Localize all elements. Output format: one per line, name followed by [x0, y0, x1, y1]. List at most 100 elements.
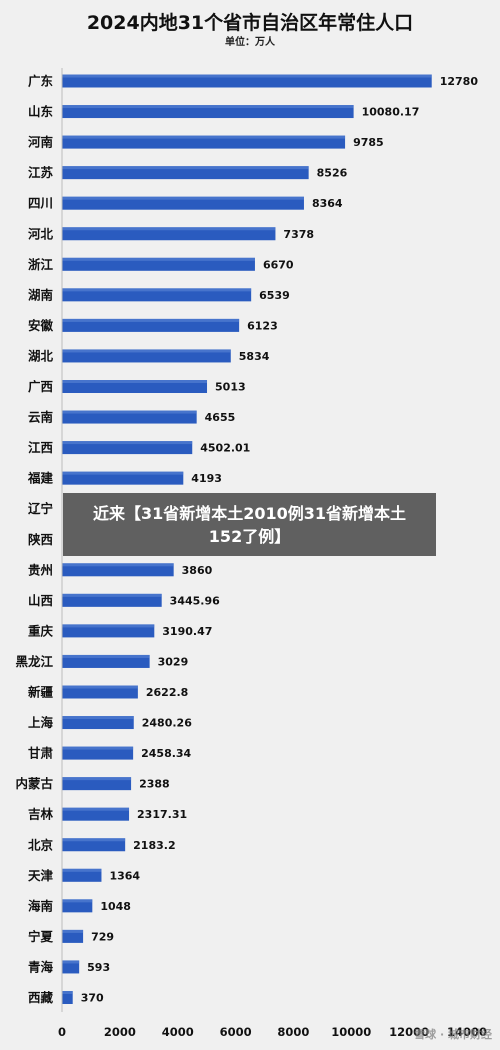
category-label: 山西: [28, 593, 53, 608]
bar: [62, 685, 138, 699]
category-label: 云南: [28, 410, 54, 425]
value-label: 8364: [312, 197, 343, 210]
value-label: 3860: [182, 564, 213, 577]
chart-subtitle: 单位：万人: [225, 35, 276, 48]
x-tick-label: 10000: [331, 1025, 371, 1039]
category-label: 上海: [28, 715, 54, 730]
category-label: 湖北: [28, 348, 54, 363]
category-label: 江苏: [28, 165, 54, 180]
bar-highlight: [62, 349, 231, 353]
bar: [62, 838, 126, 852]
value-label: 6123: [247, 319, 278, 332]
value-label: 2480.26: [142, 717, 192, 730]
bar: [62, 441, 193, 455]
bar: [62, 929, 84, 943]
bar: [62, 196, 304, 210]
category-label: 河南: [28, 135, 54, 150]
bar: [62, 960, 80, 974]
value-label: 729: [91, 930, 114, 943]
bar-highlight: [62, 868, 102, 872]
bar-highlight: [62, 471, 184, 475]
news-banner[interactable]: 近来【31省新增本土2010例31省新增本土152了例】: [63, 493, 436, 556]
category-label: 宁夏: [28, 929, 54, 944]
bar: [62, 135, 346, 149]
category-label: 四川: [28, 196, 53, 211]
value-label: 593: [87, 961, 110, 974]
bar: [62, 868, 102, 882]
category-label: 陕西: [28, 532, 53, 547]
bar-highlight: [62, 410, 197, 414]
bar: [62, 166, 309, 180]
bar: [62, 349, 231, 363]
bar: [62, 257, 255, 271]
bar: [62, 318, 240, 332]
bar-highlight: [62, 654, 150, 658]
bar-highlight: [62, 624, 155, 628]
value-label: 4193: [191, 472, 222, 485]
bar: [62, 899, 93, 913]
value-label: 6670: [263, 258, 294, 271]
bar: [62, 410, 197, 424]
chart-title: 2024内地31个省市自治区年常住人口: [87, 11, 413, 34]
bar: [62, 746, 134, 760]
x-tick-label: 8000: [277, 1025, 309, 1039]
value-label: 2458.34: [141, 747, 191, 760]
bar-highlight: [62, 441, 193, 445]
bar-highlight: [62, 746, 134, 750]
category-label: 青海: [28, 959, 54, 974]
bar-highlight: [62, 716, 134, 720]
value-label: 9785: [353, 136, 384, 149]
category-label: 北京: [28, 837, 54, 852]
x-tick-label: 14000: [447, 1025, 487, 1039]
category-label: 海南: [28, 898, 54, 913]
bar-highlight: [62, 74, 432, 78]
x-tick-label: 0: [58, 1025, 66, 1039]
bar: [62, 777, 132, 791]
watermark: 雪球 · 城市财经: [414, 1028, 492, 1041]
category-label: 河北: [28, 226, 54, 241]
bar-highlight: [62, 929, 84, 933]
bar: [62, 563, 174, 577]
bar: [62, 593, 162, 607]
category-label: 黑龙江: [15, 654, 53, 669]
x-axis: 0 2000 4000 6000 8000 10000 12000 14000: [58, 68, 487, 1039]
category-label: 福建: [27, 471, 54, 486]
news-banner-text: 近来【31省新增本土2010例31省新增本土152了例】: [92, 503, 407, 546]
category-label: 广东: [28, 74, 54, 89]
bar-highlight: [62, 593, 162, 597]
bar-highlight: [62, 777, 132, 781]
x-tick-label: 6000: [220, 1025, 252, 1039]
bar-highlight: [62, 807, 130, 811]
category-label: 天津: [28, 868, 54, 883]
value-label: 4655: [205, 411, 236, 424]
bar: [62, 654, 150, 668]
value-label: 7378: [283, 228, 314, 241]
value-label: 3029: [158, 655, 189, 668]
bar: [62, 288, 252, 302]
category-label: 辽宁: [28, 501, 53, 516]
category-label: 吉林: [28, 807, 54, 822]
bar: [62, 105, 354, 119]
category-label: 江西: [28, 440, 53, 455]
bar-highlight: [62, 288, 252, 292]
category-label: 内蒙古: [15, 776, 53, 791]
value-label: 10080.17: [362, 106, 420, 119]
x-tick-label: 12000: [389, 1025, 429, 1039]
value-label: 6539: [259, 289, 290, 302]
category-label: 广西: [28, 379, 53, 394]
bar-highlight: [62, 166, 309, 170]
category-label: 西藏: [28, 990, 54, 1005]
category-label: 浙江: [28, 257, 54, 272]
bar-highlight: [62, 838, 126, 842]
value-label: 3445.96: [170, 594, 220, 607]
value-label: 2183.2: [133, 839, 175, 852]
value-label: 8526: [317, 167, 348, 180]
x-tick-label: 4000: [162, 1025, 194, 1039]
bar-highlight: [62, 227, 276, 231]
value-label: 3190.47: [162, 625, 212, 638]
bar: [62, 991, 73, 1004]
bar: [62, 227, 276, 241]
value-label: 5834: [239, 350, 270, 363]
value-label: 12780: [440, 75, 479, 88]
